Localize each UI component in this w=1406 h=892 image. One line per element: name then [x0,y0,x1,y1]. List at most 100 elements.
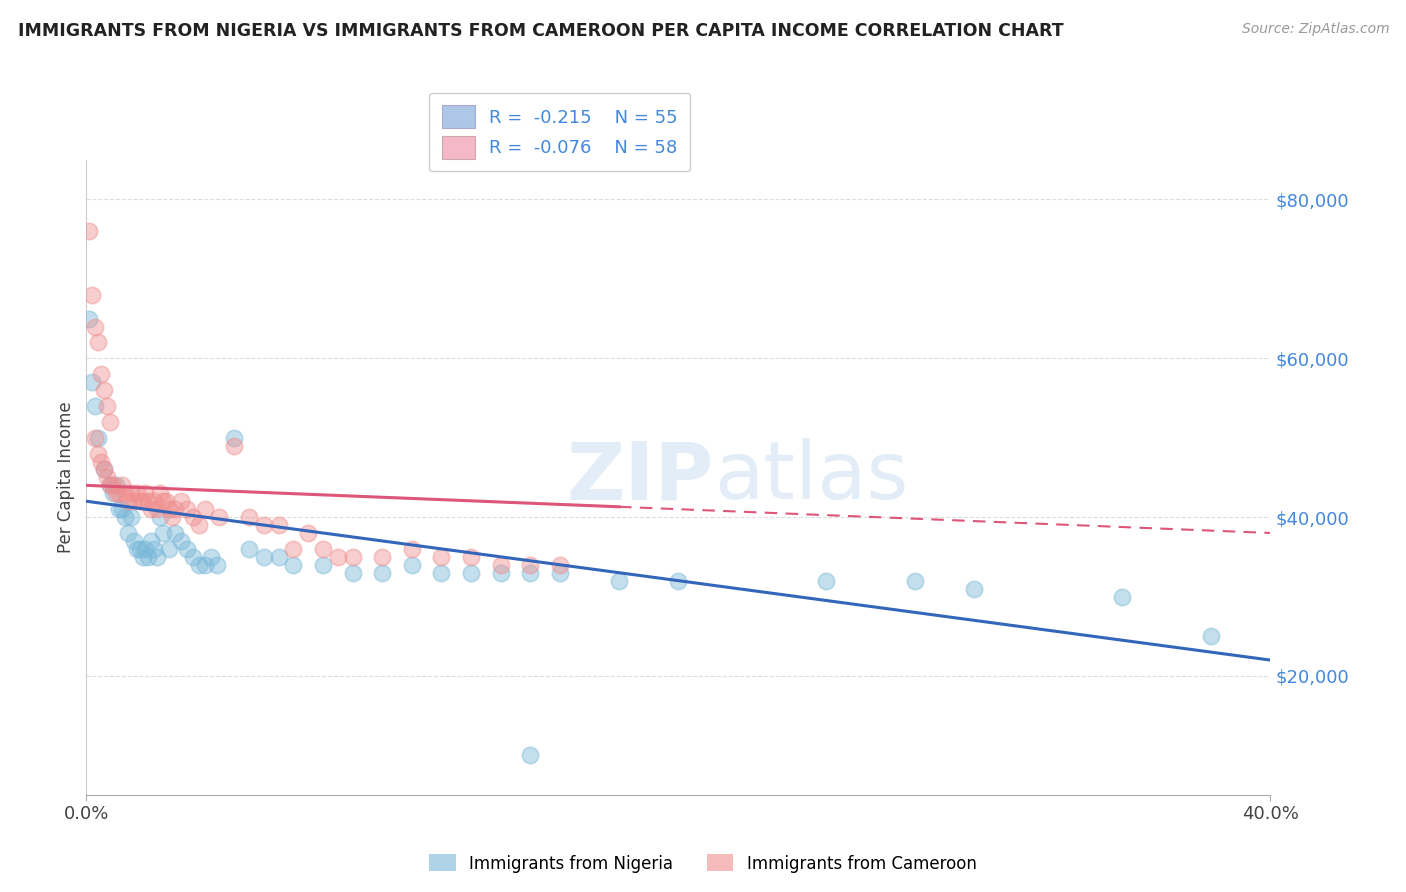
Point [200,549,222,564]
Point [224,439,246,453]
Point [253,518,276,533]
Point [87,431,110,445]
Point [489,566,512,580]
Point [607,574,630,588]
Point [114,510,136,524]
Point [125,486,148,500]
Point [165,526,187,541]
Point [141,533,163,548]
Point [131,549,153,564]
Point [519,748,541,763]
Point [224,431,246,445]
Point [146,502,169,516]
Point [157,541,180,556]
Point [149,510,172,524]
Point [548,558,571,572]
Point [904,574,927,588]
Point [120,486,142,500]
Point [98,478,121,492]
Point [371,549,394,564]
Point [342,566,364,580]
Point [149,486,172,500]
Point [283,541,305,556]
Point [90,367,112,381]
Point [111,502,134,516]
Point [187,518,209,533]
Legend: R =  -0.215    N = 55, R =  -0.076    N = 58: R = -0.215 N = 55, R = -0.076 N = 58 [429,93,690,171]
Point [548,566,571,580]
Point [84,399,107,413]
Text: atlas: atlas [714,438,908,516]
Point [138,494,160,508]
Point [155,494,177,508]
Point [205,558,228,572]
Point [238,510,260,524]
Point [134,541,156,556]
Point [371,566,394,580]
Point [128,494,150,508]
Point [114,486,136,500]
Point [117,526,139,541]
Point [401,541,423,556]
Point [170,494,193,508]
Point [104,486,127,500]
Text: IMMIGRANTS FROM NIGERIA VS IMMIGRANTS FROM CAMEROON PER CAPITA INCOME CORRELATIO: IMMIGRANTS FROM NIGERIA VS IMMIGRANTS FR… [18,22,1064,40]
Point [815,574,838,588]
Point [312,558,335,572]
Point [143,494,166,508]
Point [77,224,100,238]
Point [146,549,169,564]
Point [93,383,115,397]
Point [141,502,163,516]
Point [157,502,180,516]
Point [326,549,349,564]
Point [963,582,986,596]
Point [460,549,482,564]
Point [176,502,198,516]
Point [108,486,131,500]
Point [170,533,193,548]
Point [122,533,145,548]
Point [93,462,115,476]
Point [120,510,142,524]
Point [87,447,110,461]
Point [401,558,423,572]
Point [342,549,364,564]
Point [84,319,107,334]
Point [82,287,104,301]
Point [108,502,131,516]
Point [84,431,107,445]
Point [122,494,145,508]
Point [101,486,124,500]
Point [152,526,174,541]
Point [96,399,118,413]
Point [165,502,187,516]
Point [176,541,198,556]
Point [87,335,110,350]
Point [1111,590,1133,604]
Point [430,566,453,580]
Point [143,541,166,556]
Point [460,566,482,580]
Point [297,526,319,541]
Point [128,541,150,556]
Point [267,518,290,533]
Point [312,541,335,556]
Point [104,478,127,492]
Point [181,510,204,524]
Y-axis label: Per Capita Income: Per Capita Income [58,401,75,553]
Legend: Immigrants from Nigeria, Immigrants from Cameroon: Immigrants from Nigeria, Immigrants from… [423,847,983,880]
Point [267,549,290,564]
Point [489,558,512,572]
Point [283,558,305,572]
Point [1199,629,1222,643]
Point [98,415,121,429]
Point [82,375,104,389]
Point [111,478,134,492]
Point [208,510,231,524]
Point [152,494,174,508]
Point [194,558,217,572]
Point [117,494,139,508]
Point [134,486,156,500]
Point [96,470,118,484]
